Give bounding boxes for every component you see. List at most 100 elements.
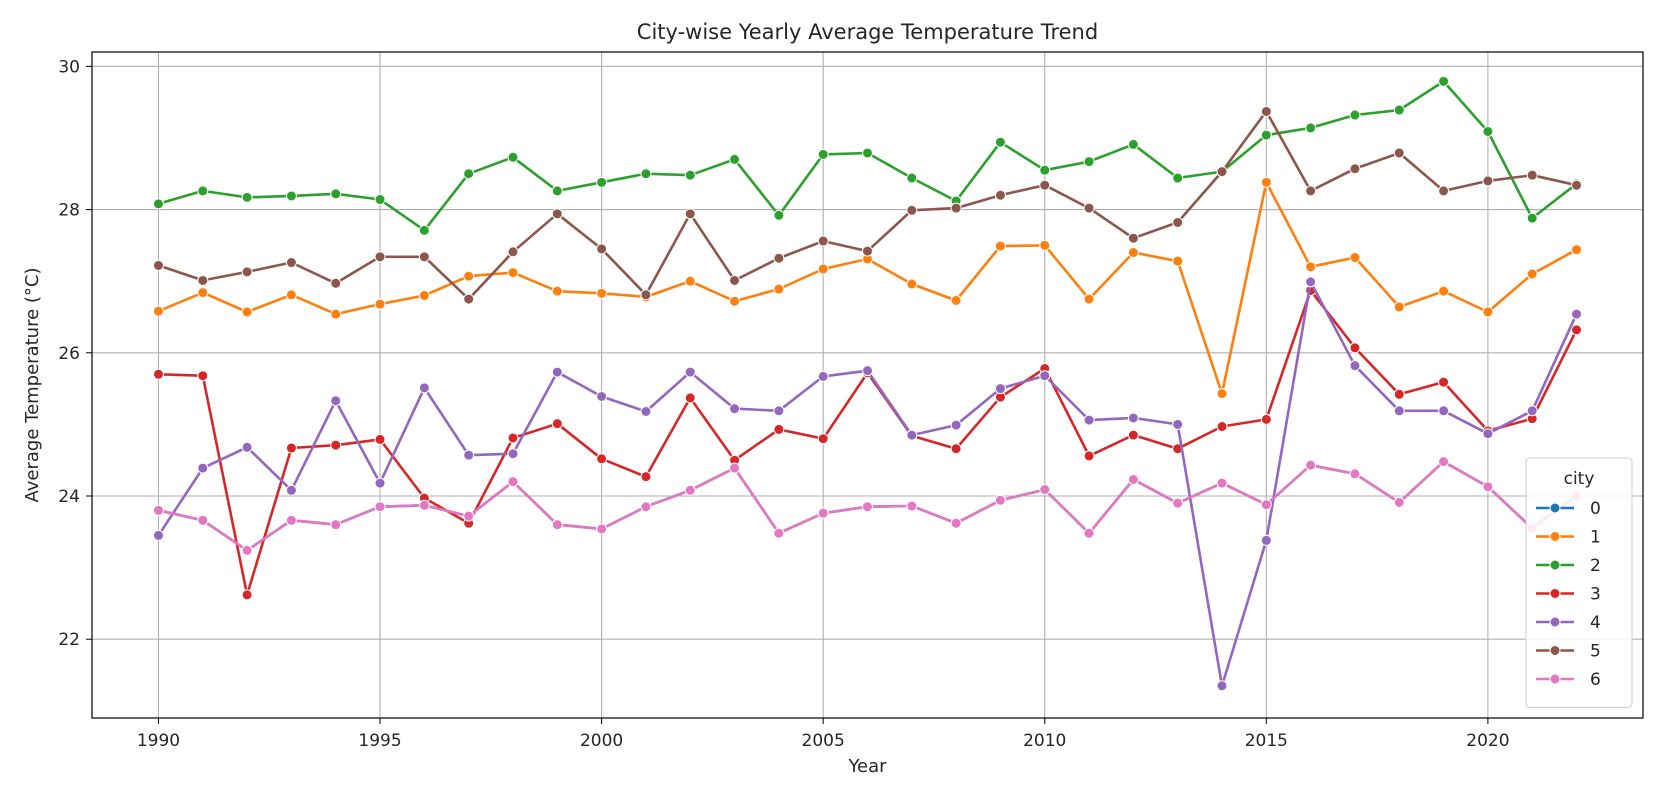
data-point-city-6 (862, 501, 873, 513)
legend-item-city-4: 4 (1536, 613, 1601, 633)
data-point-city-1 (1526, 268, 1538, 280)
chart-title: City-wise Yearly Average Temperature Tre… (637, 20, 1098, 44)
data-point-city-1 (197, 287, 209, 299)
data-point-city-3 (374, 433, 386, 445)
data-point-city-4 (773, 405, 785, 417)
legend-label: 3 (1590, 585, 1601, 605)
data-point-city-4 (684, 366, 696, 378)
data-point-city-5 (418, 251, 430, 263)
data-point-city-3 (950, 443, 962, 455)
data-point-city-4 (507, 448, 519, 460)
data-point-city-2 (241, 191, 253, 203)
legend-label: 0 (1590, 499, 1601, 519)
data-point-city-1 (463, 270, 475, 282)
data-point-city-2 (596, 176, 608, 188)
data-point-city-5 (152, 259, 164, 271)
data-point-city-4 (1438, 405, 1450, 417)
data-point-city-1 (1571, 244, 1583, 256)
data-point-city-2 (197, 185, 209, 197)
legend-title: city (1564, 469, 1595, 489)
legend-marker (1549, 531, 1561, 542)
data-point-city-3 (152, 368, 164, 380)
data-point-city-2 (507, 151, 519, 163)
data-point-city-3 (640, 471, 652, 483)
data-point-city-6 (1039, 484, 1051, 496)
data-point-city-4 (862, 365, 873, 377)
data-point-city-3 (285, 442, 297, 454)
x-tick-label: 1995 (358, 731, 401, 751)
data-point-city-5 (950, 202, 962, 214)
data-point-city-6 (463, 510, 475, 522)
legend-label: 5 (1590, 642, 1601, 662)
data-point-city-2 (1039, 164, 1051, 176)
data-point-city-2 (1438, 75, 1450, 87)
data-point-city-5 (197, 274, 209, 286)
data-point-city-4 (950, 419, 962, 431)
data-point-city-2 (640, 168, 652, 180)
data-point-city-4 (1083, 414, 1095, 426)
data-point-city-6 (241, 544, 253, 556)
data-point-city-6 (197, 514, 209, 526)
data-point-city-5 (684, 208, 696, 220)
axis-layer: 1990 1995 2000 2005 2010 2015 2020 22 24 26 28 30 (58, 57, 1509, 751)
data-point-city-4 (1393, 405, 1405, 417)
data-point-city-1 (1216, 388, 1228, 400)
legend-label: 4 (1590, 613, 1601, 633)
legend-label: 1 (1590, 528, 1601, 548)
data-point-city-6 (152, 504, 164, 516)
data-point-city-5 (374, 251, 386, 263)
data-point-city-4 (418, 382, 430, 394)
data-point-city-6 (640, 501, 652, 513)
data-point-city-2 (551, 185, 563, 197)
x-tick-label: 2010 (1023, 731, 1066, 751)
data-point-city-4 (330, 395, 342, 407)
data-point-city-5 (862, 245, 873, 257)
data-point-city-4 (640, 405, 652, 417)
data-point-city-2 (1349, 109, 1361, 121)
data-point-city-5 (1571, 179, 1583, 191)
data-point-city-4 (1039, 370, 1051, 382)
plot-frame (91, 51, 1644, 719)
data-point-city-1 (1260, 176, 1272, 188)
data-point-city-1 (285, 289, 297, 301)
grid-layer (92, 52, 1643, 718)
data-point-city-2 (773, 209, 785, 221)
data-point-city-4 (817, 370, 829, 382)
data-point-city-1 (1438, 285, 1450, 297)
data-point-city-4 (374, 477, 386, 489)
data-point-city-5 (285, 257, 297, 269)
data-point-city-4 (197, 462, 209, 474)
data-point-city-4 (1305, 276, 1317, 288)
data-point-city-1 (1349, 252, 1361, 264)
data-point-city-5 (1216, 166, 1228, 178)
data-point-city-2 (1482, 125, 1494, 137)
data-point-city-1 (773, 283, 785, 295)
data-point-city-4 (1172, 418, 1184, 430)
data-point-city-5 (1393, 147, 1405, 159)
data-point-city-6 (684, 484, 696, 496)
data-point-city-1 (551, 285, 563, 297)
data-point-city-4 (1482, 428, 1494, 440)
data-point-city-1 (1305, 261, 1317, 273)
data-point-city-5 (994, 189, 1006, 201)
data-point-city-3 (1393, 388, 1405, 400)
data-point-city-5 (1172, 216, 1184, 228)
data-point-city-2 (994, 136, 1006, 148)
data-point-city-2 (1127, 138, 1139, 150)
data-point-city-1 (374, 298, 386, 310)
data-point-city-6 (1305, 459, 1317, 471)
data-point-city-3 (1438, 376, 1450, 388)
data-point-city-1 (241, 306, 253, 318)
legend-item-city-5: 5 (1536, 642, 1601, 662)
legend-item-city-6: 6 (1536, 670, 1601, 690)
data-point-city-3 (684, 392, 696, 404)
data-point-city-4 (906, 429, 918, 441)
legend-items: 0 1 2 3 4 5 6 (1536, 499, 1601, 690)
y-tick-label: 26 (58, 344, 80, 364)
data-point-city-1 (684, 275, 696, 287)
data-point-city-3 (1260, 413, 1272, 425)
data-point-city-1 (950, 294, 962, 306)
legend-marker (1549, 588, 1561, 599)
